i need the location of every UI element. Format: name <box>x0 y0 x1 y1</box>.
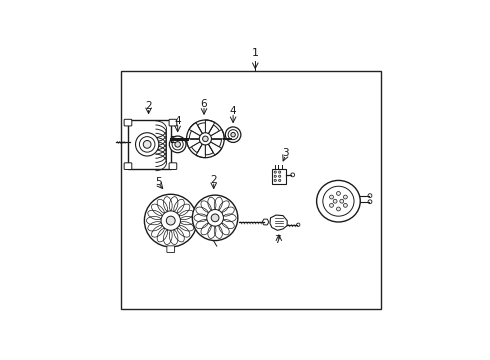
Wedge shape <box>192 139 205 153</box>
Text: 4: 4 <box>230 106 236 116</box>
Circle shape <box>343 203 347 207</box>
Circle shape <box>228 130 238 140</box>
Circle shape <box>279 171 281 173</box>
Circle shape <box>207 210 223 226</box>
Circle shape <box>274 171 276 173</box>
Ellipse shape <box>323 186 354 216</box>
Circle shape <box>175 141 180 147</box>
Circle shape <box>337 207 341 211</box>
Text: 6: 6 <box>201 99 207 109</box>
Wedge shape <box>189 122 205 139</box>
Circle shape <box>330 203 334 207</box>
Circle shape <box>340 199 343 203</box>
Circle shape <box>337 192 341 195</box>
FancyBboxPatch shape <box>169 119 177 126</box>
Text: 1: 1 <box>252 49 259 58</box>
Bar <box>272 168 286 184</box>
Circle shape <box>231 132 235 137</box>
Circle shape <box>199 133 212 145</box>
Wedge shape <box>196 139 205 158</box>
Circle shape <box>145 194 197 247</box>
Wedge shape <box>205 125 219 139</box>
Circle shape <box>330 195 334 199</box>
Circle shape <box>166 216 175 225</box>
FancyBboxPatch shape <box>169 163 177 170</box>
Circle shape <box>279 175 281 177</box>
FancyBboxPatch shape <box>128 120 171 168</box>
Wedge shape <box>205 120 215 139</box>
Circle shape <box>203 136 208 141</box>
Wedge shape <box>205 139 214 155</box>
Ellipse shape <box>317 180 360 222</box>
Circle shape <box>229 137 233 141</box>
Text: 5: 5 <box>155 177 162 187</box>
Circle shape <box>225 127 241 143</box>
Text: 4: 4 <box>174 116 181 126</box>
Circle shape <box>140 136 155 152</box>
Text: 2: 2 <box>210 175 217 185</box>
Circle shape <box>343 195 347 199</box>
Circle shape <box>291 173 294 177</box>
Bar <box>121 71 381 309</box>
Circle shape <box>333 199 337 203</box>
Circle shape <box>274 175 276 177</box>
FancyBboxPatch shape <box>167 246 174 252</box>
Wedge shape <box>205 129 224 139</box>
Circle shape <box>161 211 180 230</box>
Circle shape <box>296 223 300 226</box>
Circle shape <box>368 194 372 198</box>
Wedge shape <box>197 123 205 139</box>
Circle shape <box>274 179 276 181</box>
Circle shape <box>368 200 372 204</box>
Wedge shape <box>187 139 205 148</box>
Wedge shape <box>189 131 205 139</box>
FancyBboxPatch shape <box>124 119 132 126</box>
Circle shape <box>170 136 186 153</box>
Text: 3: 3 <box>282 148 289 158</box>
Polygon shape <box>270 215 287 230</box>
Circle shape <box>279 179 281 181</box>
Circle shape <box>136 133 159 156</box>
Wedge shape <box>205 139 221 147</box>
Text: 7: 7 <box>274 235 281 245</box>
Text: 2: 2 <box>145 101 152 111</box>
FancyBboxPatch shape <box>124 163 132 170</box>
Circle shape <box>211 214 219 222</box>
Wedge shape <box>205 139 221 155</box>
Circle shape <box>193 195 238 240</box>
Circle shape <box>172 139 183 150</box>
Circle shape <box>143 140 151 148</box>
